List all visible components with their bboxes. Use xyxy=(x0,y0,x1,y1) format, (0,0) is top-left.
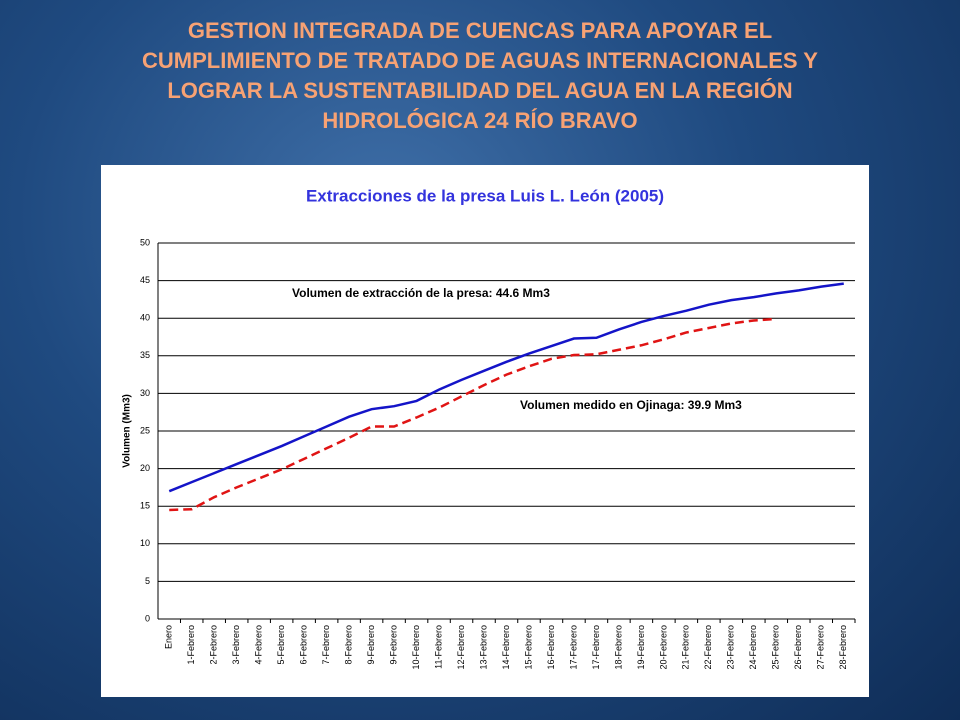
slide-title-line: LOGRAR LA SUSTENTABILIDAD DEL AGUA EN LA… xyxy=(167,78,793,103)
y-tick-label: 0 xyxy=(145,613,150,623)
x-tick-label: 21-Febrero xyxy=(681,625,691,670)
y-tick-label: 50 xyxy=(140,237,150,247)
chart-title: Extracciones de la presa Luis L. León (2… xyxy=(306,186,664,205)
x-tick-label: 19-Febrero xyxy=(636,625,646,670)
x-tick-label: 11-Febrero xyxy=(433,625,443,669)
x-tick-label: 14-Febrero xyxy=(501,625,511,670)
x-tick-label: 5-Febrero xyxy=(276,625,286,665)
x-tick-label: 9-Febrero xyxy=(366,625,376,665)
x-tick-label: 13-Febrero xyxy=(478,625,488,670)
slide-title: GESTION INTEGRADA DE CUENCAS PARA APOYAR… xyxy=(40,16,920,136)
y-tick-label: 15 xyxy=(140,501,150,511)
y-tick-label: 40 xyxy=(140,313,150,323)
x-tick-label: 9-Febrero xyxy=(388,625,398,665)
x-tick-label: 24-Febrero xyxy=(748,625,758,670)
y-tick-label: 10 xyxy=(140,538,150,548)
slide-title-line: CUMPLIMIENTO DE TRATADO DE AGUAS INTERNA… xyxy=(142,48,818,73)
x-tick-label: 16-Febrero xyxy=(546,625,556,670)
x-tick-label: 17-Febrero xyxy=(568,625,578,670)
x-tick-label: 10-Febrero xyxy=(411,625,421,670)
x-tick-label: 15-Febrero xyxy=(523,625,533,670)
x-tick-label: 26-Febrero xyxy=(793,625,803,670)
x-tick-label: 23-Febrero xyxy=(726,625,736,670)
x-tick-label: 22-Febrero xyxy=(703,625,713,670)
x-tick-label: 2-Febrero xyxy=(209,625,219,665)
x-tick-label: 17-Febrero xyxy=(591,625,601,670)
annotation: Volumen de extracción de la presa: 44.6 … xyxy=(292,286,550,300)
line-series xyxy=(168,282,844,493)
line-series xyxy=(169,317,777,512)
x-tick-label: 25-Febrero xyxy=(771,625,781,670)
x-tick-label: 28-Febrero xyxy=(838,625,848,670)
x-tick-label: 8-Febrero xyxy=(343,625,353,665)
annotation: Volumen medido en Ojinaga: 39.9 Mm3 xyxy=(520,398,742,412)
y-tick-label: 45 xyxy=(140,275,150,285)
slide-title-line: HIDROLÓGICA 24 RÍO BRAVO xyxy=(322,108,638,133)
y-tick-label: 5 xyxy=(145,576,150,586)
x-tick-label: 6-Febrero xyxy=(299,625,309,665)
x-tick-label: 3-Febrero xyxy=(231,625,241,665)
x-tick-label: 27-Febrero xyxy=(816,625,826,670)
x-tick-label: 20-Febrero xyxy=(658,625,668,670)
x-tick-label: 18-Febrero xyxy=(613,625,623,670)
slide-title-line: GESTION INTEGRADA DE CUENCAS PARA APOYAR… xyxy=(187,18,773,43)
x-tick-label: Enero xyxy=(164,625,174,649)
x-tick-label: 12-Febrero xyxy=(456,625,466,670)
y-axis-label: Volumen (Mm3) xyxy=(122,394,133,468)
x-tick-label: 7-Febrero xyxy=(321,625,331,665)
x-tick-label: 4-Febrero xyxy=(254,625,264,665)
x-tick-label: 1-Febrero xyxy=(186,625,196,665)
y-tick-label: 30 xyxy=(140,388,150,398)
y-tick-label: 25 xyxy=(140,425,150,435)
y-tick-label: 20 xyxy=(140,463,150,473)
y-tick-label: 35 xyxy=(140,350,150,360)
